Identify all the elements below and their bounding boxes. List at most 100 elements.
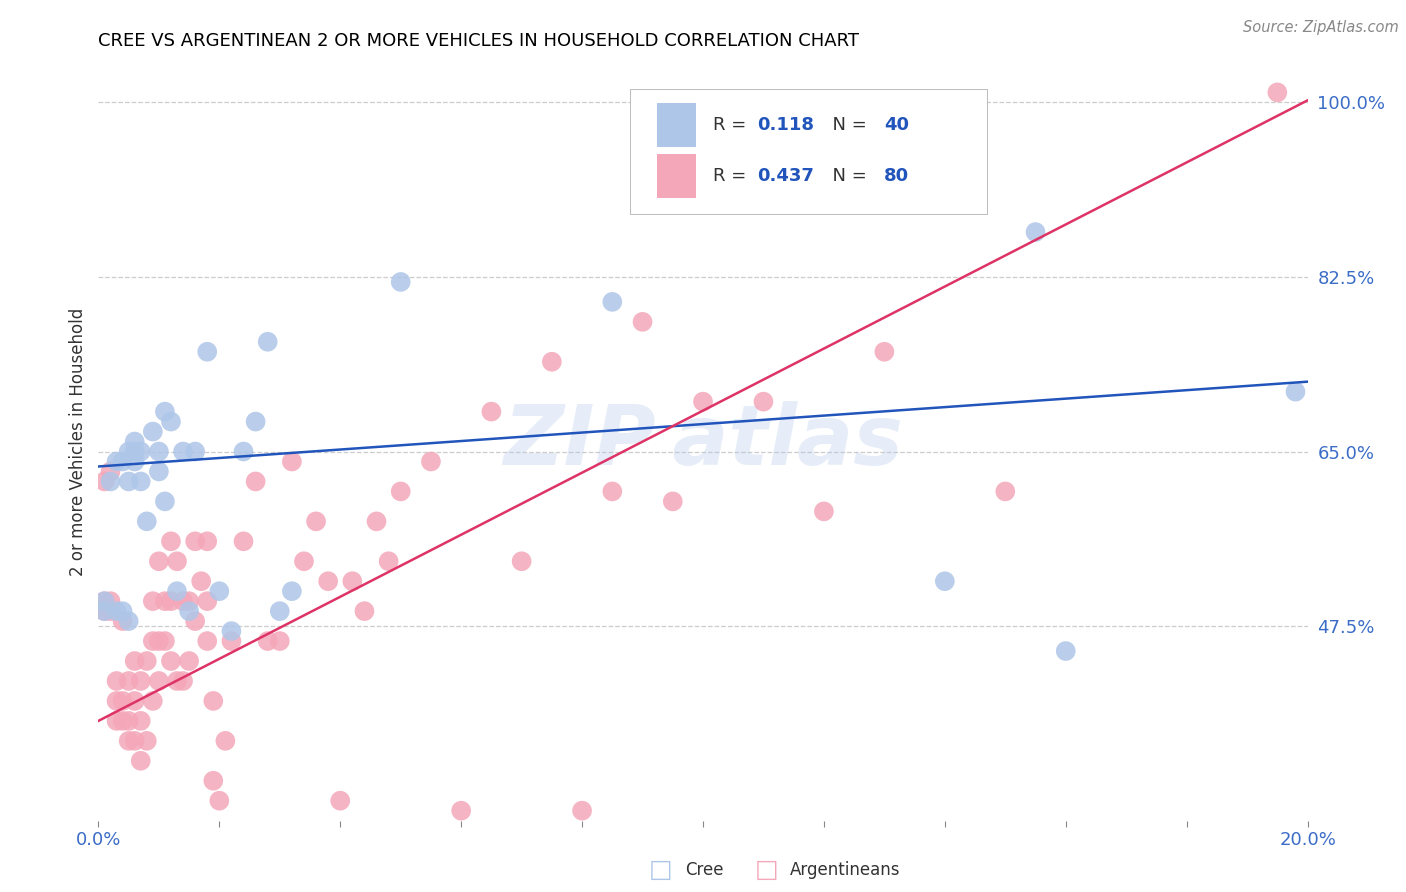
Point [148, 673, 170, 688]
Text: R =: R = [713, 116, 752, 135]
Point [160, 415, 183, 429]
Text: 0.437: 0.437 [758, 167, 814, 186]
Point [661, 494, 683, 508]
Point [93, 604, 115, 618]
Point [111, 454, 134, 468]
Point [124, 454, 146, 468]
Point [93, 594, 115, 608]
Point [510, 554, 533, 568]
Point [148, 465, 170, 479]
Point [202, 773, 225, 788]
Point [450, 804, 472, 818]
Point [602, 484, 624, 499]
Point [256, 634, 278, 648]
Text: N =: N = [821, 167, 873, 186]
Point [166, 554, 188, 568]
Point [118, 475, 141, 489]
Point [105, 604, 128, 618]
Point [269, 604, 291, 618]
Point [256, 334, 278, 349]
Point [135, 654, 157, 668]
Text: 0.118: 0.118 [758, 116, 814, 135]
Point [420, 454, 443, 468]
Point [124, 444, 146, 458]
Point [221, 634, 243, 648]
Point [179, 604, 201, 618]
Point [631, 315, 654, 329]
Point [813, 504, 835, 518]
Point [1054, 644, 1077, 658]
Point [316, 574, 339, 589]
Point [342, 574, 364, 589]
Point [389, 275, 412, 289]
Text: 40: 40 [884, 116, 910, 135]
Point [148, 634, 170, 648]
Point [105, 454, 128, 468]
Point [1284, 384, 1306, 399]
Point [184, 534, 207, 549]
Point [540, 355, 562, 369]
Text: Source: ZipAtlas.com: Source: ZipAtlas.com [1243, 20, 1399, 35]
Point [377, 554, 399, 568]
Point [124, 654, 146, 668]
Point [124, 734, 146, 748]
Point [873, 344, 896, 359]
Point [389, 484, 412, 499]
Text: N =: N = [821, 116, 873, 135]
Point [245, 475, 267, 489]
Point [160, 594, 183, 608]
Point [118, 673, 141, 688]
Text: Argentineans: Argentineans [790, 861, 901, 879]
Text: 80: 80 [884, 167, 910, 186]
Point [184, 614, 207, 628]
Text: □: □ [650, 858, 672, 881]
Point [166, 584, 188, 599]
Point [105, 714, 128, 728]
Point [124, 434, 146, 449]
Point [208, 794, 231, 808]
Text: R =: R = [713, 167, 752, 186]
Point [179, 594, 201, 608]
Point [105, 694, 128, 708]
Point [153, 634, 176, 648]
Point [100, 604, 122, 618]
Point [135, 514, 157, 528]
Point [111, 714, 134, 728]
Point [153, 594, 176, 608]
Point [100, 465, 122, 479]
Point [179, 654, 201, 668]
Point [129, 714, 152, 728]
Point [281, 584, 304, 599]
Point [481, 404, 503, 418]
Point [172, 594, 194, 608]
Text: ZIP atlas: ZIP atlas [503, 401, 903, 482]
Text: Cree: Cree [685, 861, 723, 879]
Point [232, 444, 254, 458]
Point [195, 594, 218, 608]
Point [118, 714, 141, 728]
Point [166, 673, 188, 688]
Point [172, 673, 194, 688]
Point [142, 634, 165, 648]
FancyBboxPatch shape [657, 154, 696, 198]
Point [571, 804, 593, 818]
Point [1024, 225, 1046, 239]
Point [160, 534, 183, 549]
Point [994, 484, 1017, 499]
Point [934, 574, 956, 589]
Point [135, 734, 157, 748]
Point [305, 514, 328, 528]
Point [129, 673, 152, 688]
Point [281, 454, 304, 468]
Point [118, 734, 141, 748]
Point [353, 604, 375, 618]
Point [93, 604, 115, 618]
Point [245, 415, 267, 429]
Point [129, 754, 152, 768]
Point [602, 294, 624, 309]
Point [172, 444, 194, 458]
Point [153, 494, 176, 508]
Point [148, 444, 170, 458]
Point [195, 634, 218, 648]
Point [184, 444, 207, 458]
